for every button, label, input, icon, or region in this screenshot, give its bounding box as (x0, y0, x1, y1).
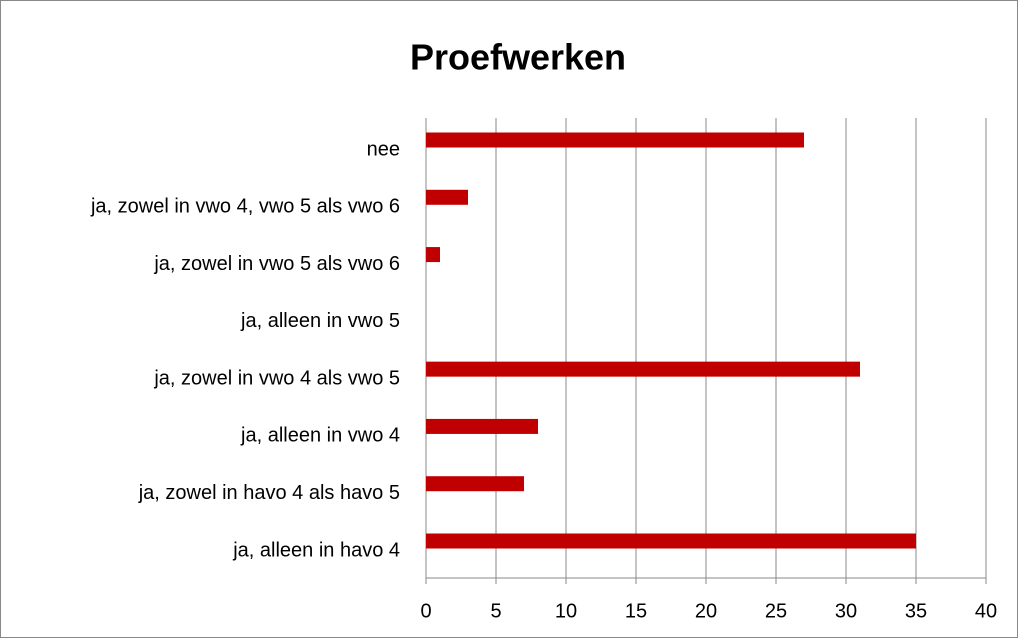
bar (426, 247, 440, 263)
x-tick-label: 35 (905, 600, 927, 622)
x-tick-label: 0 (420, 600, 431, 622)
x-tick-label: 30 (835, 600, 857, 622)
bar (426, 476, 524, 492)
y-tick-label: ja, alleen in vwo 4 (240, 425, 400, 447)
y-tick-label: ja, alleen in vwo 5 (240, 310, 400, 332)
bar (426, 533, 916, 549)
x-tick-label: 5 (490, 600, 501, 622)
y-tick-label: ja, zowel in vwo 5 als vwo 6 (153, 253, 400, 275)
x-tick-label: 10 (555, 600, 577, 622)
y-tick-label: ja, zowel in vwo 4 als vwo 5 (153, 367, 400, 389)
x-tick-label: 20 (695, 600, 717, 622)
x-tick-label: 40 (975, 600, 997, 622)
bar (426, 361, 860, 377)
bar (426, 189, 468, 205)
bar (426, 418, 538, 434)
bar (426, 132, 804, 148)
x-tick-label: 25 (765, 600, 787, 622)
y-tick-label: ja, zowel in havo 4 als havo 5 (138, 482, 400, 504)
chart-title: Proefwerken (410, 37, 626, 78)
x-tick-label: 15 (625, 600, 647, 622)
y-tick-label: nee (367, 138, 400, 160)
y-tick-label: ja, zowel in vwo 4, vwo 5 als vwo 6 (90, 196, 400, 218)
y-tick-label: ja, alleen in havo 4 (232, 539, 400, 561)
